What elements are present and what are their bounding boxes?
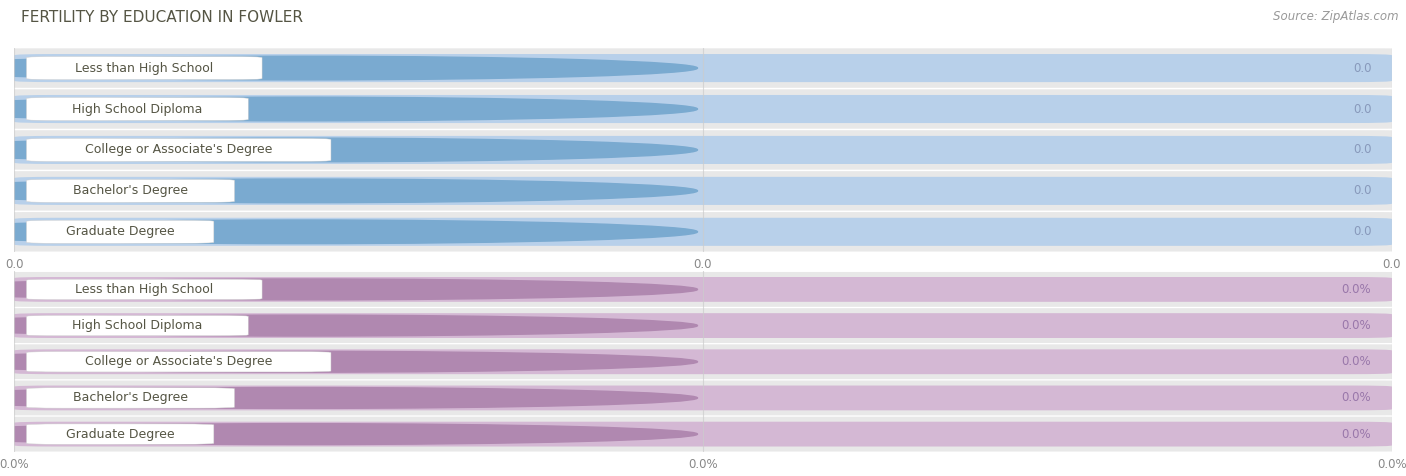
FancyBboxPatch shape	[27, 316, 249, 336]
Text: High School Diploma: High School Diploma	[72, 319, 202, 332]
FancyBboxPatch shape	[8, 130, 1398, 169]
FancyBboxPatch shape	[14, 313, 1392, 338]
FancyBboxPatch shape	[27, 57, 262, 79]
FancyBboxPatch shape	[14, 218, 1392, 246]
Text: Bachelor's Degree: Bachelor's Degree	[73, 391, 188, 405]
Circle shape	[0, 315, 697, 336]
FancyBboxPatch shape	[8, 344, 1398, 379]
FancyBboxPatch shape	[14, 177, 1392, 205]
Text: Source: ZipAtlas.com: Source: ZipAtlas.com	[1274, 10, 1399, 22]
Text: 0.0: 0.0	[1353, 184, 1371, 198]
FancyBboxPatch shape	[14, 54, 1392, 82]
Circle shape	[0, 387, 697, 408]
Circle shape	[0, 179, 697, 203]
Text: 0.0%: 0.0%	[1341, 391, 1371, 405]
FancyBboxPatch shape	[27, 279, 262, 299]
Text: Less than High School: Less than High School	[75, 61, 214, 75]
Text: 0.0: 0.0	[1353, 102, 1371, 116]
Circle shape	[0, 220, 697, 244]
Text: Less than High School: Less than High School	[75, 283, 214, 296]
Text: Graduate Degree: Graduate Degree	[66, 225, 174, 238]
Text: 0.0%: 0.0%	[1341, 319, 1371, 332]
FancyBboxPatch shape	[27, 139, 330, 161]
FancyBboxPatch shape	[27, 220, 214, 243]
FancyBboxPatch shape	[14, 349, 1392, 374]
Text: FERTILITY BY EDUCATION IN FOWLER: FERTILITY BY EDUCATION IN FOWLER	[21, 10, 304, 25]
Circle shape	[0, 424, 697, 445]
FancyBboxPatch shape	[14, 95, 1392, 123]
Circle shape	[0, 351, 697, 372]
FancyBboxPatch shape	[8, 212, 1398, 251]
Circle shape	[0, 138, 697, 162]
FancyBboxPatch shape	[8, 380, 1398, 416]
Text: 0.0%: 0.0%	[1341, 355, 1371, 368]
FancyBboxPatch shape	[27, 424, 214, 444]
FancyBboxPatch shape	[14, 422, 1392, 446]
Text: College or Associate's Degree: College or Associate's Degree	[84, 143, 273, 157]
Text: Graduate Degree: Graduate Degree	[66, 427, 174, 441]
Text: High School Diploma: High School Diploma	[72, 102, 202, 116]
Circle shape	[0, 56, 697, 80]
Text: 0.0: 0.0	[1353, 143, 1371, 157]
FancyBboxPatch shape	[14, 386, 1392, 410]
FancyBboxPatch shape	[14, 277, 1392, 302]
Text: 0.0%: 0.0%	[1341, 283, 1371, 296]
FancyBboxPatch shape	[8, 308, 1398, 343]
Circle shape	[0, 279, 697, 300]
FancyBboxPatch shape	[27, 388, 235, 408]
Text: 0.0: 0.0	[1353, 225, 1371, 238]
FancyBboxPatch shape	[8, 416, 1398, 452]
Text: 0.0%: 0.0%	[1341, 427, 1371, 441]
Text: College or Associate's Degree: College or Associate's Degree	[84, 355, 273, 368]
FancyBboxPatch shape	[8, 49, 1398, 88]
Text: Bachelor's Degree: Bachelor's Degree	[73, 184, 188, 198]
FancyBboxPatch shape	[27, 98, 249, 120]
FancyBboxPatch shape	[8, 171, 1398, 210]
FancyBboxPatch shape	[27, 179, 235, 202]
FancyBboxPatch shape	[8, 272, 1398, 307]
FancyBboxPatch shape	[14, 136, 1392, 164]
Circle shape	[0, 97, 697, 121]
FancyBboxPatch shape	[8, 89, 1398, 129]
FancyBboxPatch shape	[27, 352, 330, 372]
Text: 0.0: 0.0	[1353, 61, 1371, 75]
